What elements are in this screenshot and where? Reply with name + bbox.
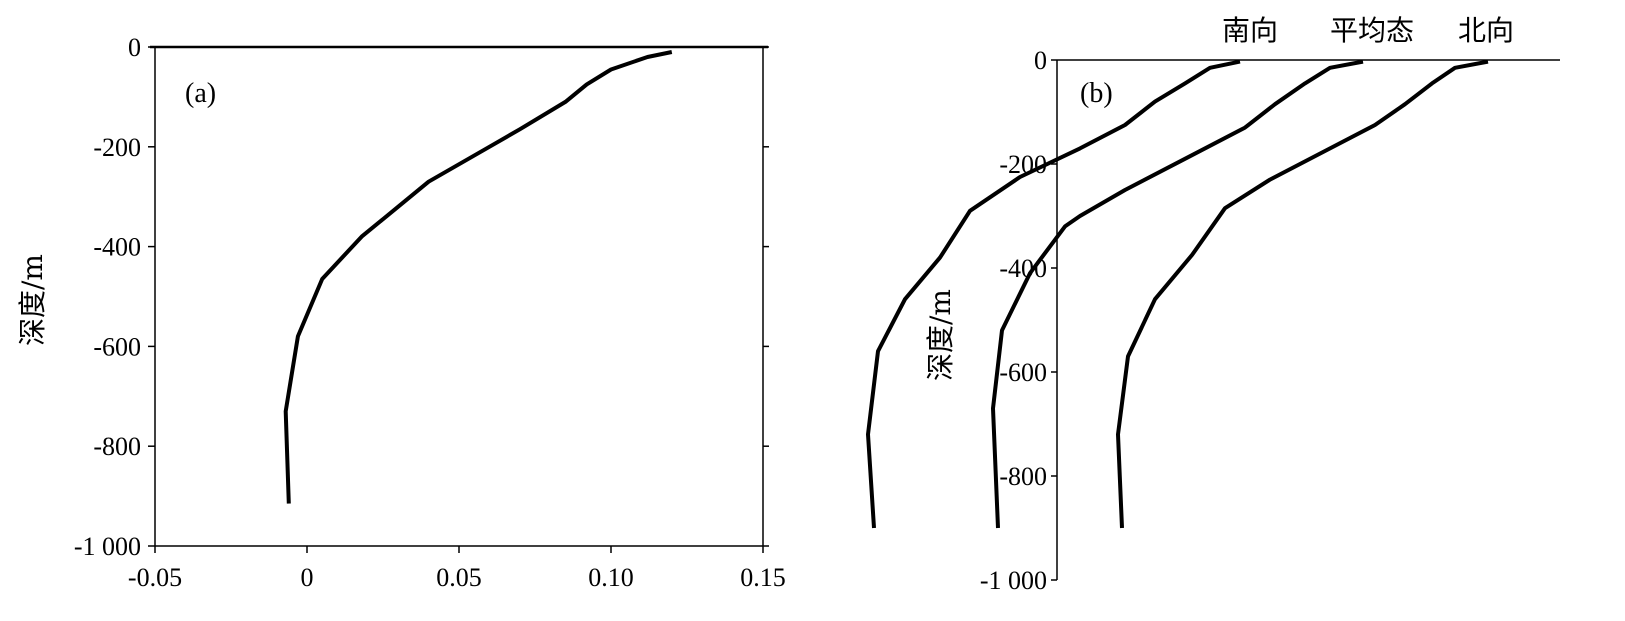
panel-a-x-tick-label: 0.10 bbox=[588, 563, 634, 592]
panel-b-series-mean-line bbox=[991, 59, 1364, 529]
panel-a-x-tick-label: 0.15 bbox=[740, 563, 786, 592]
panel-b-y-tick-label: -600 bbox=[999, 358, 1047, 387]
panel-b-series-north-line bbox=[1116, 59, 1489, 529]
panel-a-y-tick-label: -400 bbox=[93, 233, 141, 262]
panel-a-y-tick-label: -200 bbox=[93, 133, 141, 162]
series-label-north: 北向 bbox=[1458, 14, 1514, 47]
panel-a-y-tick-label: -800 bbox=[93, 432, 141, 461]
panel-a-x-tick-label: 0 bbox=[301, 563, 314, 592]
panel-a-x-tick-label: 0.05 bbox=[436, 563, 482, 592]
panel-a-y-tick-label: 0 bbox=[128, 33, 141, 62]
panel-b-y-tick-label: -800 bbox=[999, 462, 1047, 491]
panel-a-y-tick-label: -1 000 bbox=[74, 532, 141, 561]
panel-a-ylabel: 深度/m bbox=[16, 254, 49, 346]
panel-a-series-line bbox=[283, 50, 673, 504]
panel-a-y-tick-label: -600 bbox=[93, 332, 141, 361]
panel-b-ylabel: 深度/m bbox=[924, 289, 957, 381]
panel-b: 0-200-400-600-800-1 000 (b) 深度/m 南向 平均态 … bbox=[866, 14, 1560, 595]
panel-b-y-tick-label: 0 bbox=[1034, 46, 1047, 75]
panel-a-x-tick-label: -0.05 bbox=[128, 563, 182, 592]
panel-b-series-south-line bbox=[866, 59, 1241, 529]
series-label-mean: 平均态 bbox=[1330, 14, 1414, 47]
panel-a: 0 -200 -400 -600 -800 -1 000-0.05 0 0.05 0.10 0.1… bbox=[16, 33, 786, 592]
panel-b-label: (b) bbox=[1080, 78, 1113, 109]
panel-a-label: (a) bbox=[185, 78, 216, 109]
panel-b-y-tick-label: -1 000 bbox=[980, 566, 1047, 595]
series-label-south: 南向 bbox=[1222, 14, 1278, 47]
